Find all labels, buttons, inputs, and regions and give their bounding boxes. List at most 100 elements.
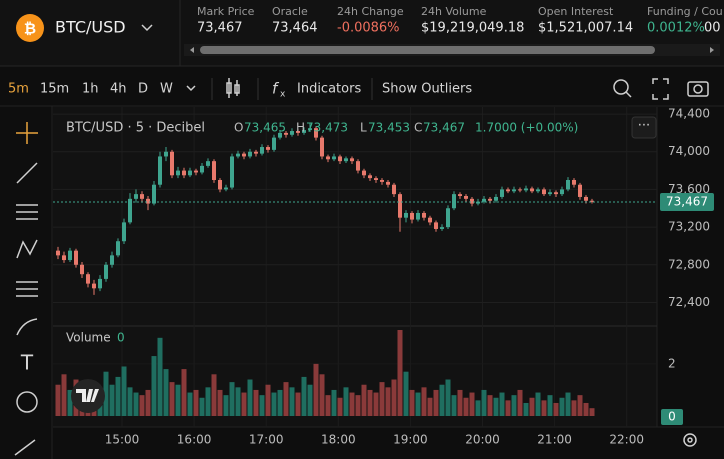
interval[interactable]: 1h <box>82 82 99 97</box>
volume-bar <box>589 408 595 416</box>
volume-bar <box>253 389 259 416</box>
y-tick-label: 74,400 <box>668 107 710 121</box>
candle-body <box>590 200 594 202</box>
volume-bar <box>493 397 499 416</box>
candle-body <box>86 274 90 284</box>
text-tool[interactable]: T <box>20 351 34 375</box>
volume-bar <box>205 387 211 416</box>
projection-tool[interactable] <box>16 281 38 297</box>
y-tick-label: 72,400 <box>668 295 710 309</box>
fx-icon[interactable]: x <box>280 90 286 100</box>
show-outliers-button[interactable]: Show Outliers <box>382 82 472 97</box>
ohlc-key: C <box>414 121 422 135</box>
ohlc-value: 73,465 <box>244 121 286 135</box>
screenshot-icon[interactable] <box>687 81 709 97</box>
candle-body <box>470 198 474 204</box>
candle-body <box>536 189 540 192</box>
volume-bar <box>523 402 529 416</box>
settings-icon[interactable] <box>683 433 697 447</box>
volume-bar <box>379 382 385 416</box>
chevron[interactable] <box>186 85 196 92</box>
interval[interactable]: 5m <box>8 82 29 97</box>
candle-body <box>92 283 96 289</box>
volume-tick-label: 2 <box>668 356 676 370</box>
interval[interactable]: 4h <box>110 82 127 97</box>
volume-bar <box>481 389 487 416</box>
volume-bar <box>541 400 547 416</box>
alert-icon[interactable] <box>613 79 632 98</box>
candle-body <box>218 180 222 190</box>
pattern-tool[interactable] <box>16 239 38 259</box>
pair-name: BTC/USD <box>55 18 126 37</box>
volume-bar <box>487 395 493 416</box>
stat-value: 00 <box>704 21 721 36</box>
volume-bar <box>577 395 583 416</box>
candle-body <box>326 156 330 160</box>
volume-bar <box>547 395 553 416</box>
stat-value: 0.0012% <box>647 21 705 36</box>
volume-bar <box>187 392 193 416</box>
drawing-tools: T <box>14 122 38 456</box>
volume-value: 0 <box>117 331 125 345</box>
interval[interactable]: D <box>138 82 148 97</box>
candle-body <box>122 222 126 242</box>
candle-body <box>176 170 180 176</box>
candle-body <box>410 212 414 220</box>
candle-body <box>422 212 426 218</box>
candle-body <box>284 132 288 135</box>
fib-tool[interactable] <box>16 204 38 220</box>
stat-label: Funding / Cou <box>647 5 723 18</box>
scrollbar[interactable] <box>184 44 720 56</box>
volume-bar <box>331 389 337 416</box>
volume-bar <box>355 395 361 416</box>
volume-bar <box>529 397 535 416</box>
volume-bar <box>55 384 61 416</box>
candle-body <box>260 147 264 154</box>
candle-body <box>440 227 444 229</box>
interval[interactable]: 15m <box>40 82 69 97</box>
ruler-tool[interactable] <box>14 439 36 456</box>
candle-body <box>200 165 204 173</box>
candle-body <box>542 189 546 195</box>
volume-bar <box>109 384 115 416</box>
candle-body <box>368 175 372 179</box>
volume-bar <box>307 384 313 416</box>
brush-tool[interactable] <box>16 318 38 336</box>
candle-body <box>98 278 102 289</box>
candle-body <box>506 189 510 192</box>
candle-body <box>350 158 354 162</box>
volume-bar <box>271 392 277 416</box>
chart-area <box>53 107 657 427</box>
fullscreen-icon[interactable] <box>652 78 669 100</box>
candle-body <box>578 184 582 197</box>
ohlc-value: 73,467 <box>423 121 465 135</box>
trendline-tool[interactable] <box>16 162 38 184</box>
candle-body <box>566 180 570 190</box>
candle-body <box>338 156 342 162</box>
more-button[interactable] <box>631 116 657 139</box>
volume-bar <box>313 363 319 416</box>
volume-bar <box>457 389 463 416</box>
candle-body <box>266 147 270 150</box>
candle-body <box>224 187 228 190</box>
time-label: 22:00 <box>609 433 644 447</box>
indicators-button[interactable]: Indicators <box>297 82 361 97</box>
crosshair-tool[interactable] <box>16 122 38 144</box>
emoji-tool[interactable] <box>16 391 38 413</box>
time-label: 16:00 <box>177 433 212 447</box>
candle-body <box>392 184 396 195</box>
volume-bar <box>469 392 475 416</box>
stat-label: Oracle <box>272 5 308 18</box>
fx-icon[interactable]: f <box>272 80 280 98</box>
candle-body <box>398 194 402 218</box>
volume-bar <box>181 369 187 416</box>
candle-body <box>152 184 156 204</box>
interval[interactable]: W <box>160 82 173 97</box>
candle-body <box>464 196 468 199</box>
btc-icon <box>16 14 44 42</box>
candle-type-icon[interactable] <box>226 78 240 98</box>
pair-selector[interactable]: ₿ BTC/USD <box>16 14 153 42</box>
candle-body <box>374 178 378 180</box>
volume-bar <box>403 371 409 416</box>
